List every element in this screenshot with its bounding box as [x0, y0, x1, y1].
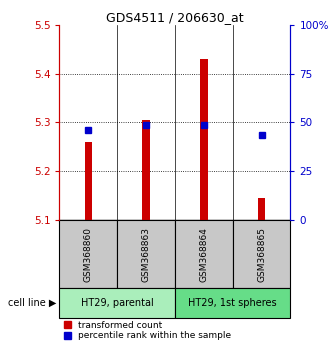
- Bar: [59, 220, 117, 289]
- Bar: [59, 289, 175, 318]
- Bar: [117, 220, 175, 289]
- Bar: [175, 289, 290, 318]
- Title: GDS4511 / 206630_at: GDS4511 / 206630_at: [106, 11, 244, 24]
- Text: cell line ▶: cell line ▶: [8, 298, 56, 308]
- Bar: [258, 198, 265, 220]
- Text: GSM368864: GSM368864: [199, 227, 208, 282]
- Bar: [200, 59, 208, 220]
- Text: GSM368865: GSM368865: [257, 227, 266, 282]
- Text: GSM368863: GSM368863: [142, 227, 150, 282]
- Text: GSM368860: GSM368860: [84, 227, 93, 282]
- Bar: [142, 120, 150, 220]
- Bar: [233, 220, 290, 289]
- Text: HT29, 1st spheres: HT29, 1st spheres: [188, 298, 277, 308]
- Bar: [84, 142, 92, 220]
- Bar: [175, 220, 233, 289]
- Legend: transformed count, percentile rank within the sample: transformed count, percentile rank withi…: [64, 321, 231, 341]
- Text: HT29, parental: HT29, parental: [81, 298, 153, 308]
